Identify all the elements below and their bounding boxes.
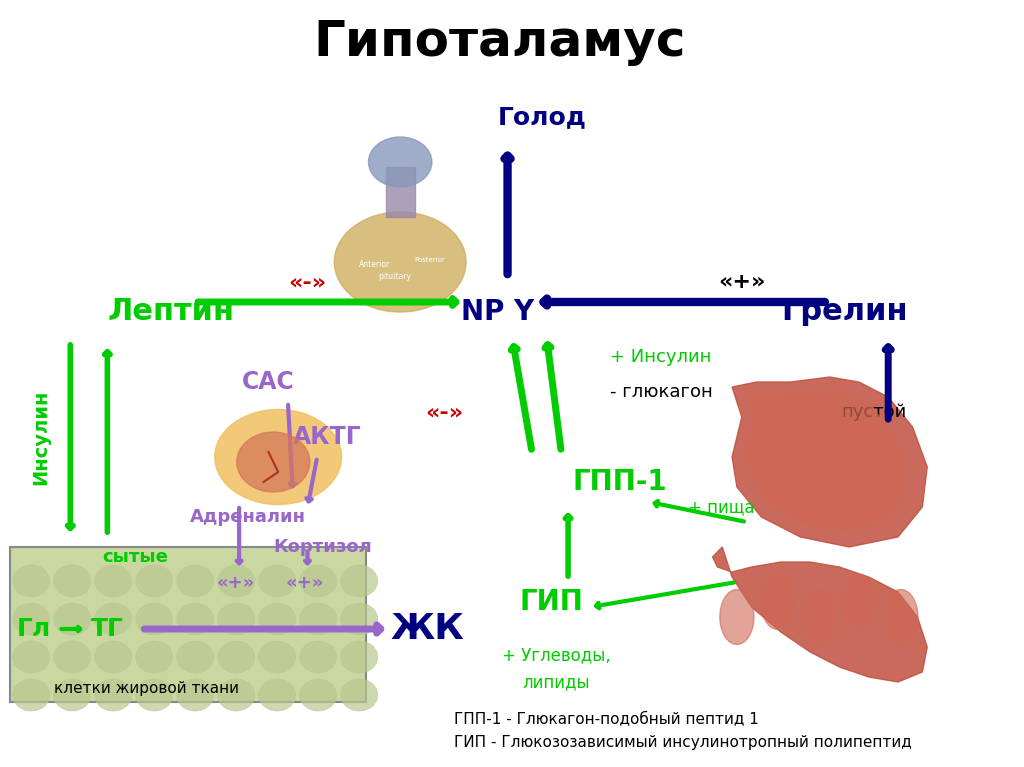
Ellipse shape xyxy=(341,641,378,673)
Ellipse shape xyxy=(94,679,132,711)
Ellipse shape xyxy=(259,641,296,673)
Text: липиды: липиды xyxy=(522,673,590,691)
Ellipse shape xyxy=(135,603,173,635)
Text: АКТГ: АКТГ xyxy=(293,425,361,449)
Ellipse shape xyxy=(237,432,310,492)
Text: Гл: Гл xyxy=(17,617,51,641)
Text: + Углеводы,: + Углеводы, xyxy=(502,646,610,664)
Ellipse shape xyxy=(259,603,296,635)
Text: клетки жировой ткани: клетки жировой ткани xyxy=(53,682,239,696)
Ellipse shape xyxy=(802,590,836,644)
Bar xyxy=(10,547,366,702)
Text: Кортизол: Кортизол xyxy=(273,538,372,556)
Text: - глюкагон: - глюкагон xyxy=(610,383,713,401)
Ellipse shape xyxy=(334,212,466,312)
Text: САС: САС xyxy=(242,370,295,394)
Ellipse shape xyxy=(177,679,214,711)
Text: Гипоталамус: Гипоталамус xyxy=(313,18,686,66)
Ellipse shape xyxy=(177,603,214,635)
Ellipse shape xyxy=(761,574,795,630)
Text: «+»: «+» xyxy=(217,574,255,592)
Text: «+»: «+» xyxy=(286,574,324,592)
Ellipse shape xyxy=(300,565,337,597)
Ellipse shape xyxy=(135,641,173,673)
Ellipse shape xyxy=(341,603,378,635)
Ellipse shape xyxy=(12,641,50,673)
Polygon shape xyxy=(732,377,928,547)
Text: ГИП - Глюкозозависимый инсулинотропный полипептид: ГИП - Глюкозозависимый инсулинотропный п… xyxy=(454,735,911,749)
Text: Голод: Голод xyxy=(498,105,586,129)
Text: Грелин: Грелин xyxy=(781,298,907,327)
Ellipse shape xyxy=(341,679,378,711)
Ellipse shape xyxy=(53,565,91,597)
Ellipse shape xyxy=(843,574,877,630)
Ellipse shape xyxy=(135,565,173,597)
Ellipse shape xyxy=(12,679,50,711)
Ellipse shape xyxy=(53,679,91,711)
Text: «+»: «+» xyxy=(718,272,766,292)
Text: ГИП: ГИП xyxy=(519,588,584,616)
Ellipse shape xyxy=(12,603,50,635)
Ellipse shape xyxy=(300,603,337,635)
Ellipse shape xyxy=(177,641,214,673)
Text: ГПП-1 - Глюкагон-подобный пептид 1: ГПП-1 - Глюкагон-подобный пептид 1 xyxy=(454,712,759,726)
Text: NP Y: NP Y xyxy=(461,298,535,326)
Ellipse shape xyxy=(259,565,296,597)
Text: Posterior: Posterior xyxy=(415,257,445,263)
Text: pituitary: pituitary xyxy=(379,272,412,281)
Ellipse shape xyxy=(215,410,342,505)
Text: + пища: + пища xyxy=(688,498,755,516)
Text: Лептин: Лептин xyxy=(108,298,234,327)
Ellipse shape xyxy=(300,679,337,711)
Ellipse shape xyxy=(94,603,132,635)
Text: Anterior: Anterior xyxy=(359,260,390,269)
Bar xyxy=(386,167,415,217)
Ellipse shape xyxy=(218,603,255,635)
Text: Адреналин: Адреналин xyxy=(190,508,306,526)
Ellipse shape xyxy=(218,679,255,711)
Text: + Инсулин: + Инсулин xyxy=(610,348,712,366)
Text: «-»: «-» xyxy=(425,402,463,422)
Ellipse shape xyxy=(177,565,214,597)
Ellipse shape xyxy=(53,603,91,635)
Ellipse shape xyxy=(94,565,132,597)
Text: Инсулин: Инсулин xyxy=(32,390,50,485)
Ellipse shape xyxy=(135,679,173,711)
Polygon shape xyxy=(713,547,928,682)
Text: пустой: пустой xyxy=(841,403,906,421)
Ellipse shape xyxy=(720,590,754,644)
Ellipse shape xyxy=(12,565,50,597)
Ellipse shape xyxy=(341,565,378,597)
Ellipse shape xyxy=(369,137,432,187)
Ellipse shape xyxy=(218,565,255,597)
Ellipse shape xyxy=(259,679,296,711)
Text: сытые: сытые xyxy=(102,548,168,566)
Text: ЖК: ЖК xyxy=(390,612,465,646)
Ellipse shape xyxy=(94,641,132,673)
Ellipse shape xyxy=(884,590,918,644)
Polygon shape xyxy=(746,391,906,532)
Ellipse shape xyxy=(300,641,337,673)
Ellipse shape xyxy=(218,641,255,673)
Text: ТГ: ТГ xyxy=(91,617,124,641)
Ellipse shape xyxy=(53,641,91,673)
Text: «-»: «-» xyxy=(289,272,327,292)
Text: ГПП-1: ГПП-1 xyxy=(572,468,667,496)
